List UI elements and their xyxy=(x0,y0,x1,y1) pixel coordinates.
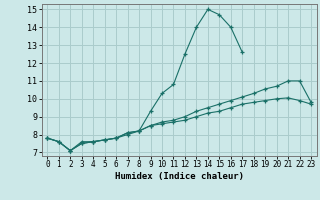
X-axis label: Humidex (Indice chaleur): Humidex (Indice chaleur) xyxy=(115,172,244,181)
